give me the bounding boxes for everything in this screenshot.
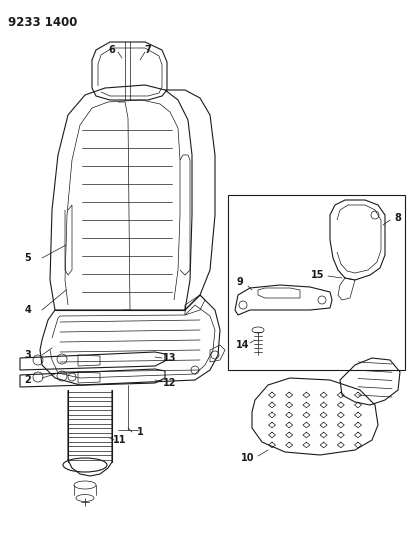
Text: 15: 15 — [310, 270, 324, 280]
Text: 6: 6 — [108, 45, 115, 55]
Text: 9233 1400: 9233 1400 — [8, 16, 77, 29]
Text: 14: 14 — [236, 340, 249, 350]
Text: 5: 5 — [25, 253, 31, 263]
Text: 1: 1 — [136, 427, 143, 437]
Text: 13: 13 — [163, 353, 176, 363]
Text: 8: 8 — [393, 213, 400, 223]
Text: 11: 11 — [113, 435, 126, 445]
Text: 10: 10 — [240, 453, 254, 463]
Text: 7: 7 — [144, 45, 151, 55]
Text: 4: 4 — [25, 305, 31, 315]
Text: 9: 9 — [236, 277, 243, 287]
Text: 3: 3 — [25, 350, 31, 360]
Text: 12: 12 — [163, 378, 176, 388]
Text: 2: 2 — [25, 375, 31, 385]
Bar — [227, 195, 404, 370]
